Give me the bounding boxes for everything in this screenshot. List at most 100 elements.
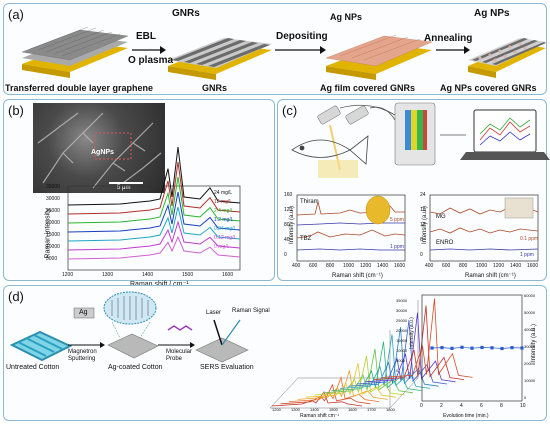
c-left-xtick: 1600 bbox=[394, 263, 406, 269]
waterfall-xtick: 1500 bbox=[329, 407, 338, 412]
panel-c-left-frame bbox=[296, 194, 406, 262]
waterfall-xtick: 1400 bbox=[310, 407, 319, 412]
c-left-ytick: 80 bbox=[284, 222, 290, 228]
waterfall-ztick: 0 bbox=[396, 368, 399, 373]
c-left-xtick: 1000 bbox=[343, 263, 355, 269]
raman-ytick: 10000 bbox=[46, 244, 60, 250]
c-right-ytick: 18 bbox=[420, 207, 426, 213]
oplasma-label: O plasma bbox=[128, 55, 174, 66]
stability-point bbox=[520, 346, 524, 350]
enro-line bbox=[429, 248, 539, 251]
raman-series-label: 24 mg/L bbox=[214, 190, 233, 196]
stability-ytick: 30000 bbox=[524, 344, 536, 349]
waterfall-series-line bbox=[382, 298, 473, 378]
thiram-5ppm-line bbox=[296, 201, 405, 216]
raman-ytick: 30000 bbox=[46, 196, 60, 202]
waterfall-series-line bbox=[271, 391, 363, 407]
raman-ytick: 35000 bbox=[46, 184, 60, 190]
graphene-slab-1 bbox=[21, 26, 129, 78]
panel-c-label: (c) bbox=[282, 103, 298, 118]
panel-b-label: (b) bbox=[8, 103, 24, 118]
tbz-5ppm-line bbox=[296, 229, 406, 239]
waterfall-series-line bbox=[373, 305, 465, 380]
stability-point bbox=[490, 346, 494, 350]
waterfall-ztick: 25000 bbox=[396, 318, 408, 323]
gnr-slab-2 bbox=[168, 38, 272, 80]
c-left-ytick: 160 bbox=[284, 192, 293, 198]
c-right-01ppm: 0.1 ppm bbox=[520, 236, 539, 242]
raman-xlabel: Raman shift / cm⁻¹ bbox=[130, 280, 189, 288]
stability-ytick: 0 bbox=[524, 395, 527, 400]
molecular-probe-icon bbox=[167, 325, 193, 331]
waterfall-series-line bbox=[339, 334, 431, 389]
stability-xtick: 8 bbox=[500, 403, 503, 409]
stability-xtick: 0 bbox=[420, 403, 423, 409]
raman-xtick: 1400 bbox=[142, 272, 154, 278]
c-left-tbz: TBZ bbox=[300, 236, 312, 242]
laptop-icon bbox=[460, 109, 550, 160]
panel-a-label: (a) bbox=[8, 7, 24, 22]
c-right-ytick: 24 bbox=[420, 192, 426, 198]
stability-xtick: 10 bbox=[520, 403, 526, 409]
raman-series-label: 0 mg/L bbox=[214, 244, 230, 250]
c-left-ytick: 120 bbox=[284, 207, 293, 213]
waterfall-ztick: 15000 bbox=[396, 338, 408, 343]
agcoated-label: Ag-coated Cotton bbox=[108, 364, 163, 371]
raman-ytick: 5000 bbox=[46, 256, 58, 262]
stability-point bbox=[500, 346, 504, 351]
caption-graphene: Transferred double layer graphene bbox=[5, 83, 154, 93]
c-right-enro: ENRO bbox=[436, 240, 454, 246]
ag-nps-slab-4 bbox=[468, 38, 546, 78]
stability-ytick: 40000 bbox=[524, 327, 536, 332]
caption-ag-film: Ag film covered GNRs bbox=[320, 83, 416, 93]
caption-ag-nps: Ag NPs covered GNRs bbox=[440, 83, 537, 93]
sem-image: AgNPs 5 μm bbox=[33, 103, 165, 193]
raman-series-line bbox=[67, 146, 241, 206]
fish-fillet-icon bbox=[504, 197, 534, 219]
stability-point bbox=[460, 345, 464, 349]
waterfall-series-line bbox=[356, 319, 448, 385]
waterfall-series-line bbox=[314, 355, 405, 396]
untreated-cotton-icon bbox=[9, 330, 73, 362]
waterfall-xtick: 1300 bbox=[291, 407, 300, 412]
gnrs-top-label: GNRs bbox=[172, 8, 200, 19]
raman-series-line bbox=[67, 220, 241, 251]
raman-xtick: 1300 bbox=[102, 272, 114, 278]
waterfall-ztick: 20000 bbox=[396, 328, 408, 333]
molecular-label: Molecular Probe bbox=[166, 349, 193, 362]
c-right-xtick: 1400 bbox=[510, 263, 522, 269]
raman-series-label: 2.4 mg/L bbox=[214, 208, 234, 214]
waterfall-ztick: 35000 bbox=[396, 298, 408, 303]
stability-point bbox=[450, 346, 454, 350]
waterfall-series-line bbox=[288, 376, 380, 402]
raman-ytick: 20000 bbox=[46, 220, 60, 226]
thiram-1ppm-line bbox=[296, 222, 405, 226]
c-right-xtick: 1600 bbox=[527, 263, 539, 269]
raman-series-label: 1.2 mg/L bbox=[214, 217, 234, 223]
raman-series-label: 12 mg/L bbox=[214, 199, 233, 205]
tbz-1ppm-line bbox=[296, 248, 405, 251]
panel-a-illustration bbox=[21, 26, 546, 80]
waterfall-xlabel: Raman shift cm⁻¹ bbox=[300, 413, 340, 419]
stability-ytick: 50000 bbox=[524, 310, 536, 315]
laser-probe bbox=[317, 105, 369, 125]
sers-substrate bbox=[195, 337, 249, 363]
c-right-ytick: 12 bbox=[420, 222, 426, 228]
sample-substrate bbox=[318, 160, 358, 178]
c-left-xtick: 800 bbox=[326, 263, 335, 269]
c-left-xtick: 1200 bbox=[360, 263, 372, 269]
ag-film-slab-3 bbox=[325, 34, 433, 80]
c-left-xtick: 600 bbox=[309, 263, 318, 269]
spectrometer-device bbox=[394, 102, 436, 166]
waterfall-ztick: 10000 bbox=[396, 348, 408, 353]
ebl-label: EBL bbox=[136, 31, 156, 42]
raman-series-line bbox=[67, 206, 241, 242]
agnps-top-label-1: Ag NPs bbox=[330, 12, 363, 22]
waterfall-series-group bbox=[271, 298, 473, 407]
c-right-ytick: 0 bbox=[420, 252, 423, 258]
raman-plot-frame bbox=[67, 185, 241, 271]
c-left-ytick: 0 bbox=[284, 252, 287, 258]
raman-xtick: 1600 bbox=[222, 272, 234, 278]
